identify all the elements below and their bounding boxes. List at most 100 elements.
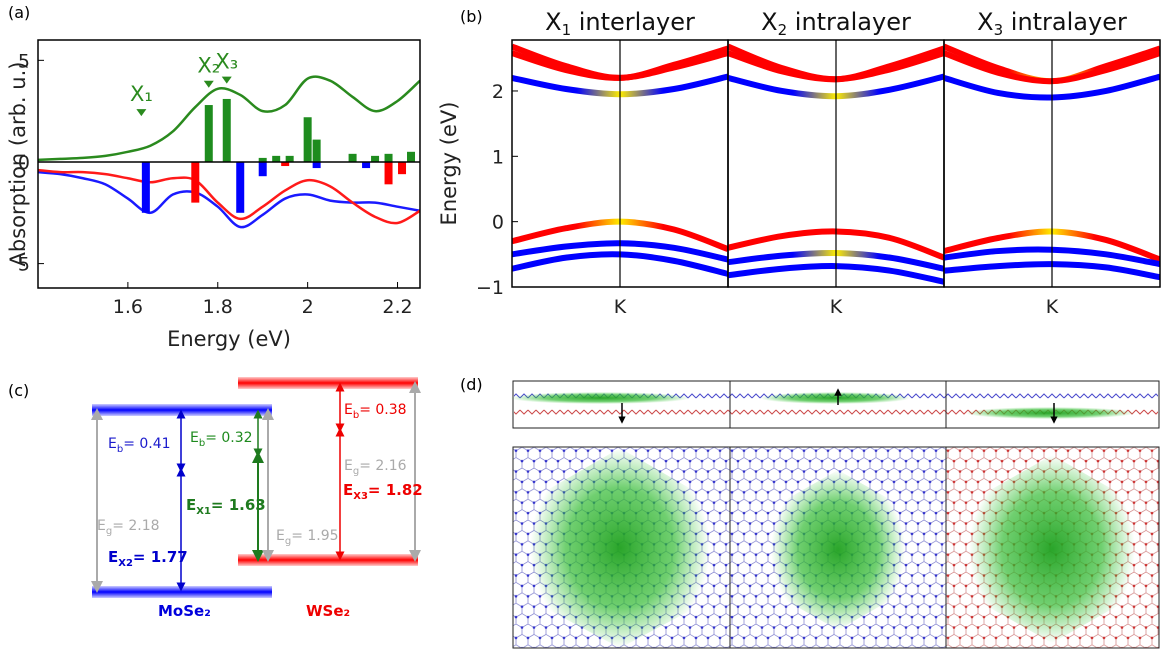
oscillator-bar bbox=[384, 153, 393, 162]
label-value: = 1.82 bbox=[368, 481, 423, 499]
spectrum-line bbox=[38, 75, 420, 162]
material-label: WSe₂ bbox=[306, 602, 350, 620]
annotation-label: X₂ bbox=[197, 54, 220, 78]
x-tick-label: 1.8 bbox=[203, 296, 233, 318]
oscillator-bar bbox=[371, 155, 380, 162]
subplot-title: X2 intralayer bbox=[761, 8, 911, 39]
y-tick-label: 0 bbox=[18, 152, 30, 174]
title-text: intralayer bbox=[787, 8, 911, 36]
y-tick-label: −1 bbox=[476, 277, 504, 299]
exciton-density bbox=[969, 455, 1135, 643]
oscillator-bar bbox=[258, 161, 267, 177]
label-subscript: g bbox=[285, 536, 291, 547]
label-subscript: g bbox=[353, 466, 359, 477]
spectrum-line bbox=[38, 170, 420, 229]
level bbox=[92, 404, 272, 416]
y-axis-label: Absorption (arb. u.) bbox=[6, 62, 30, 267]
energy-label: Eg= 2.16 bbox=[344, 458, 407, 477]
oscillator-bar bbox=[312, 161, 321, 169]
label-symbol: E bbox=[186, 496, 196, 514]
x-tick-label: 1.6 bbox=[113, 296, 143, 318]
x-tick-label: K bbox=[1046, 296, 1059, 318]
annotation-marker bbox=[221, 76, 232, 84]
y-tick-label: 0 bbox=[492, 212, 504, 234]
energy-label: Eg= 2.18 bbox=[97, 518, 160, 537]
exciton-density bbox=[760, 392, 910, 404]
title-text: intralayer bbox=[1003, 8, 1127, 36]
title-subscript: 3 bbox=[994, 21, 1004, 39]
level bbox=[92, 586, 272, 598]
label-subscript: X2 bbox=[118, 558, 133, 569]
exciton-density bbox=[510, 392, 690, 404]
label-symbol: E bbox=[343, 481, 353, 499]
label-value: = 0.38 bbox=[359, 402, 406, 418]
level-diagram: MoSe₂ WSe₂ bbox=[91, 377, 421, 620]
x-tick-label: K bbox=[830, 296, 843, 318]
label-symbol: E bbox=[108, 436, 117, 452]
label-subscript: g bbox=[106, 526, 112, 537]
plot-area bbox=[38, 75, 420, 229]
frame bbox=[512, 446, 1160, 649]
y-tick-label: 5 bbox=[18, 50, 30, 72]
label-subscript: b bbox=[117, 444, 123, 455]
oscillator-bar bbox=[407, 151, 416, 162]
exciton-images bbox=[510, 380, 1160, 649]
title-symbol: X bbox=[545, 8, 561, 36]
energy-label: Eb= 0.41 bbox=[108, 436, 171, 455]
oscillator-bar bbox=[258, 157, 267, 162]
oscillator-bar bbox=[222, 98, 231, 162]
label-subscript: X3 bbox=[353, 491, 368, 502]
title-subscript: 1 bbox=[562, 21, 572, 39]
x-tick-label: 2.2 bbox=[382, 296, 412, 318]
level bbox=[238, 554, 418, 566]
label-value: = 1.77 bbox=[133, 548, 188, 566]
label-subscript: b bbox=[353, 410, 359, 421]
energy-label: Eb= 0.38 bbox=[344, 402, 407, 421]
panel-label: (c) bbox=[8, 381, 29, 400]
title-symbol: X bbox=[977, 8, 993, 36]
exciton-density bbox=[965, 407, 1135, 419]
oscillator-bar bbox=[141, 161, 150, 213]
oscillator-bar bbox=[236, 161, 245, 213]
frame bbox=[512, 380, 1160, 429]
annotation-marker bbox=[136, 109, 147, 117]
exciton-density bbox=[530, 448, 710, 648]
panel-label: (d) bbox=[460, 375, 483, 394]
title-subscript: 2 bbox=[778, 21, 788, 39]
annotation-marker bbox=[203, 80, 214, 88]
oscillator-bar bbox=[204, 105, 213, 162]
level bbox=[238, 377, 418, 389]
oscillator-bar bbox=[272, 155, 281, 162]
label-value: = 2.18 bbox=[112, 518, 159, 534]
oscillator-bar bbox=[348, 153, 357, 162]
label-symbol: E bbox=[190, 430, 199, 446]
label-value: = 1.63 bbox=[211, 496, 266, 514]
exciton-density bbox=[771, 470, 905, 630]
oscillator-bar bbox=[312, 139, 321, 162]
y-tick-label: 5 bbox=[18, 254, 30, 276]
oscillator-bar bbox=[303, 117, 312, 162]
label-symbol: E bbox=[108, 548, 118, 566]
energy-label: Eg= 1.95 bbox=[276, 528, 339, 547]
oscillator-bar bbox=[398, 161, 407, 175]
spectrum-chart: 5 0 5 1.6 1.8 2 2.2 Energy (eV) Absorption (arb.… bbox=[6, 39, 421, 351]
title-text: interlayer bbox=[571, 8, 695, 36]
y-tick-label: 1 bbox=[492, 146, 504, 168]
label-symbol: E bbox=[276, 528, 285, 544]
oscillator-bar bbox=[281, 161, 290, 167]
x-tick-label: 2 bbox=[302, 296, 314, 318]
label-subscript: X1 bbox=[196, 506, 211, 517]
annotation-label: X₃ bbox=[215, 50, 238, 74]
y-tick-label: 2 bbox=[492, 81, 504, 103]
axes-frame bbox=[37, 39, 421, 289]
energy-label: Eb= 0.32 bbox=[190, 430, 253, 449]
oscillator-bar bbox=[285, 155, 294, 162]
title-symbol: X bbox=[761, 8, 777, 36]
energy-label: EX3= 1.82 bbox=[343, 481, 423, 502]
energy-label: EX1= 1.63 bbox=[186, 496, 266, 517]
spectrum-line bbox=[38, 168, 420, 225]
label-value: = 1.95 bbox=[291, 528, 338, 544]
oscillator-bar bbox=[191, 161, 200, 203]
